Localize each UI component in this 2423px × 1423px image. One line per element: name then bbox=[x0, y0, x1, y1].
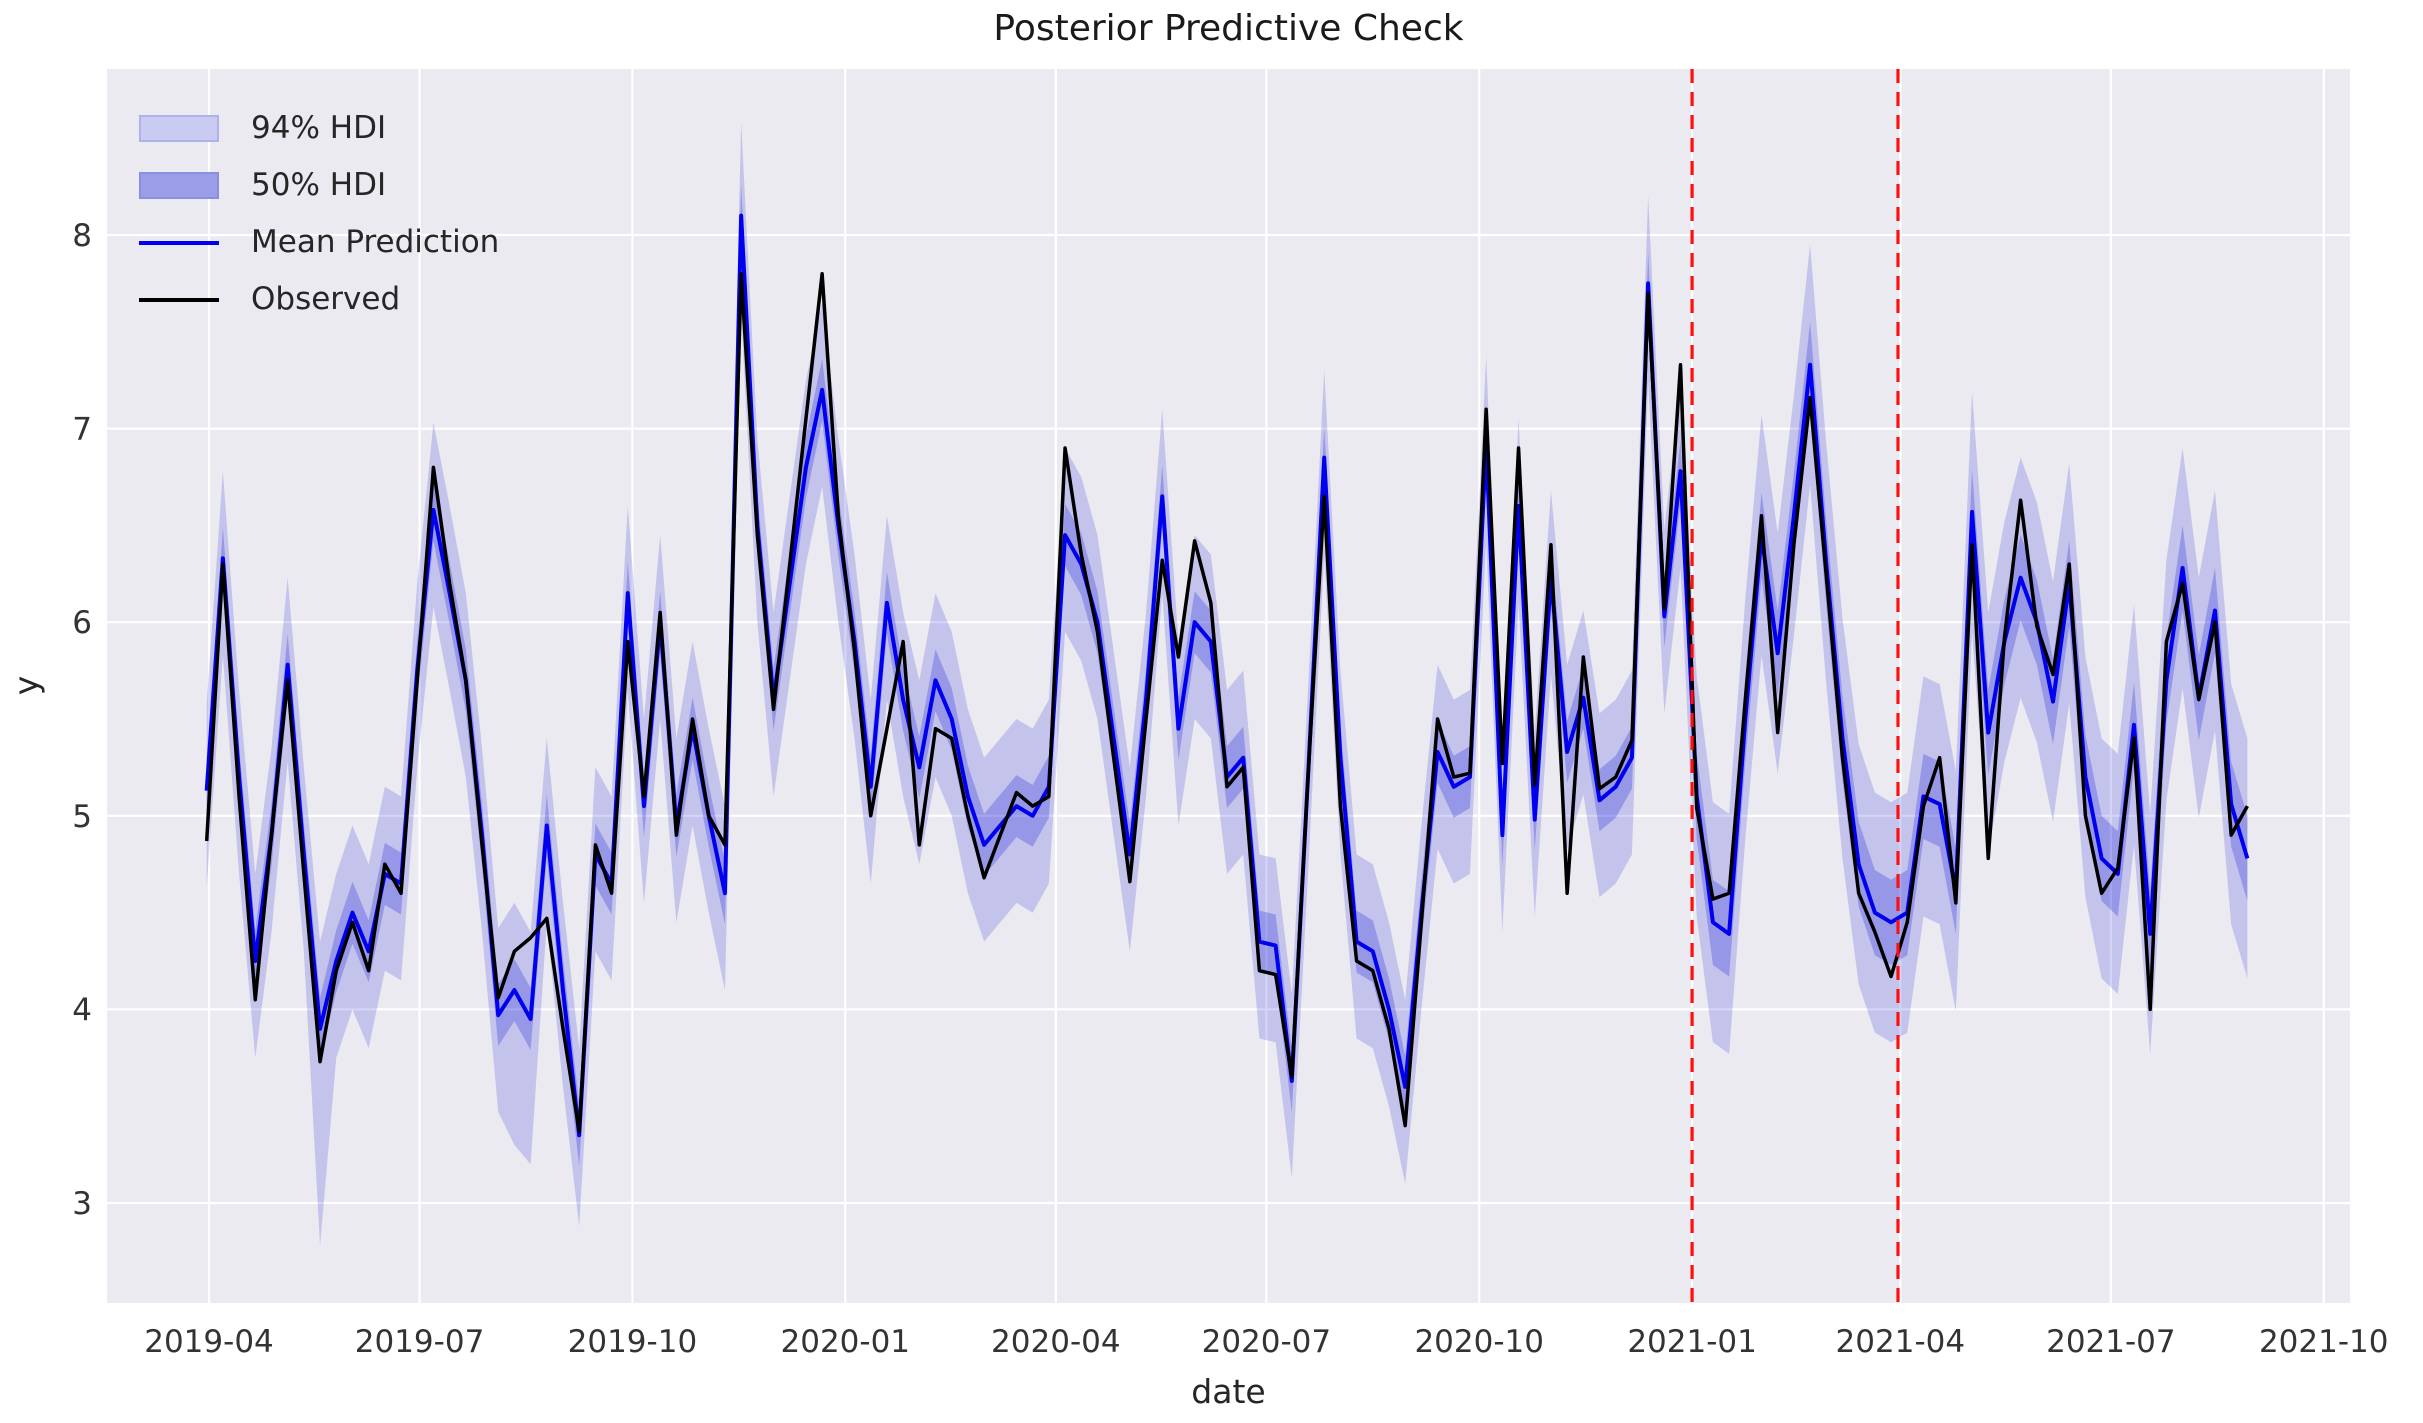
x-axis-label: date bbox=[1191, 1372, 1266, 1411]
y-tick-label: 8 bbox=[72, 218, 92, 254]
legend-row-50-hdi: 50% HDI bbox=[139, 157, 499, 214]
legend-label-94-hdi: 94% HDI bbox=[251, 110, 387, 146]
observed-line-swatch-icon bbox=[139, 297, 219, 302]
y-tick-label: 4 bbox=[72, 992, 92, 1028]
x-tick-label: 2020-01 bbox=[781, 1324, 911, 1360]
mean-line-swatch-icon bbox=[139, 240, 219, 245]
legend-label-mean-prediction: Mean Prediction bbox=[251, 224, 500, 260]
x-tick-label: 2021-10 bbox=[2259, 1324, 2389, 1360]
x-tick-label: 2020-10 bbox=[1414, 1324, 1544, 1360]
legend-row-mean-prediction: Mean Prediction bbox=[139, 214, 499, 271]
gridlines bbox=[107, 69, 2350, 1303]
x-tick-label: 2019-10 bbox=[568, 1324, 698, 1360]
y-tick-label: 5 bbox=[72, 799, 92, 835]
x-tick-label: 2020-04 bbox=[991, 1324, 1121, 1360]
legend: 94% HDI 50% HDI Mean Prediction Observed bbox=[139, 100, 499, 328]
x-tick-label: 2021-04 bbox=[1836, 1324, 1966, 1360]
y-tick-label: 7 bbox=[72, 412, 92, 448]
y-tick-label: 6 bbox=[72, 605, 92, 641]
x-tick-label: 2020-07 bbox=[1202, 1324, 1332, 1360]
x-tick-label: 2019-07 bbox=[355, 1324, 485, 1360]
y-tick-label: 3 bbox=[72, 1186, 92, 1222]
tick-labels: 2019-04 2019-07 2019-10 2020-01 2020-04 2020-… bbox=[72, 218, 2388, 1360]
x-tick-label: 2019-04 bbox=[144, 1324, 274, 1360]
x-tick-label: 2021-07 bbox=[2046, 1324, 2176, 1360]
chart-title: Posterior Predictive Check bbox=[993, 8, 1464, 49]
x-tick-label: 2021-01 bbox=[1627, 1324, 1757, 1360]
legend-row-94-hdi: 94% HDI bbox=[139, 100, 499, 157]
observed-line bbox=[204, 271, 2249, 1134]
legend-label-50-hdi: 50% HDI bbox=[251, 167, 387, 203]
band-94-swatch-icon bbox=[139, 115, 219, 142]
legend-label-observed: Observed bbox=[251, 281, 401, 317]
y-axis-label: y bbox=[6, 675, 46, 696]
legend-row-observed: Observed bbox=[139, 271, 499, 328]
band-50-swatch-icon bbox=[139, 172, 219, 199]
hdi-50-band bbox=[206, 184, 2248, 1167]
plot-series-group bbox=[204, 69, 2250, 1303]
axes-background bbox=[107, 69, 2350, 1303]
